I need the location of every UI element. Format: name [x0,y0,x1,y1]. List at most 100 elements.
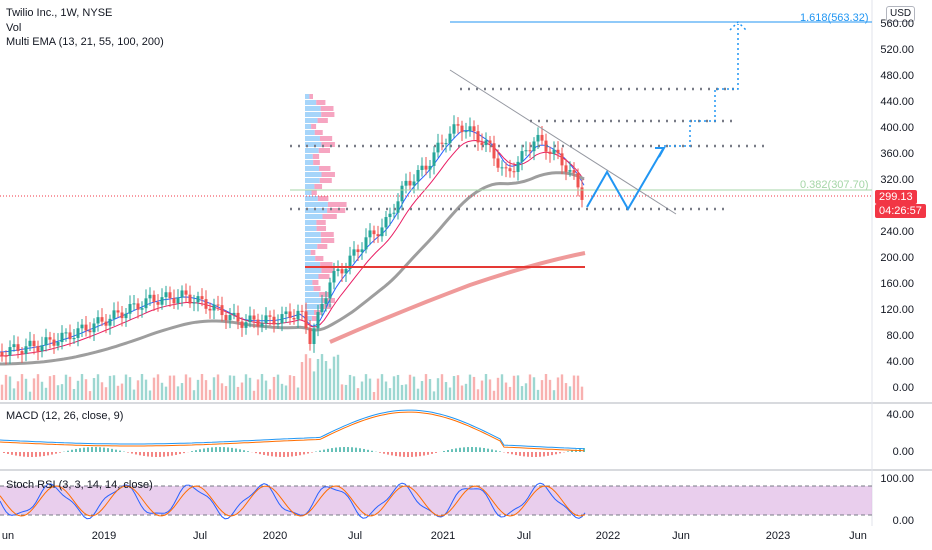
volume-profile-down [321,172,335,177]
macd-histogram-bar [567,451,569,452]
volume-profile-up [305,148,319,153]
volume-profile-up [305,274,319,279]
stoch-label[interactable]: Stoch RSI (3, 3, 14, 14, close) [6,479,153,491]
macd-histogram-bar [111,448,113,452]
candle-body [388,213,392,218]
candle-body [300,310,304,312]
macd-histogram-bar [127,452,129,453]
price-tick-label: 440.00 [880,96,914,108]
volume-bar [4,374,8,400]
volume-bar [424,374,428,400]
time-tick-label: Jul [516,530,532,542]
volume-bar [468,374,472,400]
candle-body [304,311,308,329]
time-tick-label: Jul [347,530,363,542]
candle-body [196,296,200,303]
candle-body [396,201,400,213]
candle-body [412,181,416,186]
volume-bars [0,354,584,400]
macd-histogram-bar [147,452,149,457]
candle-body [296,310,300,320]
macd-histogram-bar [103,447,105,452]
currency-badge[interactable]: USD [886,6,916,22]
volume-bar [48,376,52,400]
macd-histogram-bar [427,452,429,455]
volume-bar [472,376,476,400]
candle-body [56,342,60,346]
macd-label[interactable]: MACD (12, 26, close, 9) [6,410,124,422]
candle-body [404,180,408,186]
symbol-title[interactable]: Twilio Inc., 1W, NYSE [6,7,113,19]
volume-profile-down [316,220,326,225]
volume-label[interactable]: Vol [6,22,22,34]
time-tick-label: 2020 [262,530,288,542]
candle-body [552,149,556,154]
volume-bar [492,390,496,400]
candle-body [256,319,260,327]
volume-bar [340,384,344,400]
macd-histogram-bar [215,447,217,452]
macd-histogram-bar [139,452,141,456]
volume-bar [248,377,252,400]
macd-histogram-bar [443,450,445,452]
volume-bar [508,386,512,400]
volume-bar [28,391,32,400]
macd-histogram-bar [287,452,289,457]
macd-histogram-bar [219,447,221,452]
dotted-target-path[interactable] [664,24,739,147]
candle-body [52,339,56,346]
candle-body [368,230,372,238]
volume-bar [268,389,272,400]
volume-profile-down [319,136,333,141]
macd-histogram-bar [235,448,237,452]
macd-histogram-bar [299,452,301,456]
volume-bar [32,378,36,400]
candle-body [268,315,272,317]
ema-13-line [0,130,585,353]
volume-profile-down [318,274,330,279]
price-tick-label: 120.00 [880,304,914,316]
macd-histogram-bar [51,452,53,455]
drawings[interactable] [0,20,872,268]
volume-profile-up [305,130,315,135]
volume-bar [12,388,16,400]
candle-body [440,142,444,144]
candle-body [208,308,212,311]
volume-profile-down [321,298,335,303]
volume-profile-up [305,112,322,117]
ema-21-line [0,139,585,357]
volume-bar [16,381,20,400]
volume-bar [52,375,56,400]
candle-body [124,313,128,319]
candle-body [420,165,424,170]
macd-histogram-bar [583,448,585,452]
volume-bar [356,388,360,400]
volume-profile-down [319,166,331,171]
macd-histogram-bar [551,452,553,456]
volume-bar [384,381,388,400]
volume-bar [148,390,152,400]
stoch-d-line [0,485,586,517]
candle-body [472,126,476,132]
volume-bar [284,385,288,400]
volume-bar [40,381,44,400]
macd-histogram-bar [207,447,209,452]
candle-body [332,271,336,283]
candle-body [204,299,208,309]
volume-profile-down [309,94,313,99]
volume-bar [500,374,504,400]
macd-histogram-bar [419,452,421,457]
candle-body [236,312,240,322]
ema-label[interactable]: Multi EMA (13, 21, 55, 100, 200) [6,36,164,48]
candle-body [392,212,396,214]
projection-path[interactable] [586,148,664,212]
macd-histogram-bar [35,452,37,457]
candle-body [140,308,144,310]
macd-histogram-bar [351,447,353,452]
macd-histogram-bar [335,447,337,452]
candle-body [280,314,284,324]
volume-bar [476,389,480,400]
candle-body [496,158,500,168]
candle-body [24,346,28,354]
